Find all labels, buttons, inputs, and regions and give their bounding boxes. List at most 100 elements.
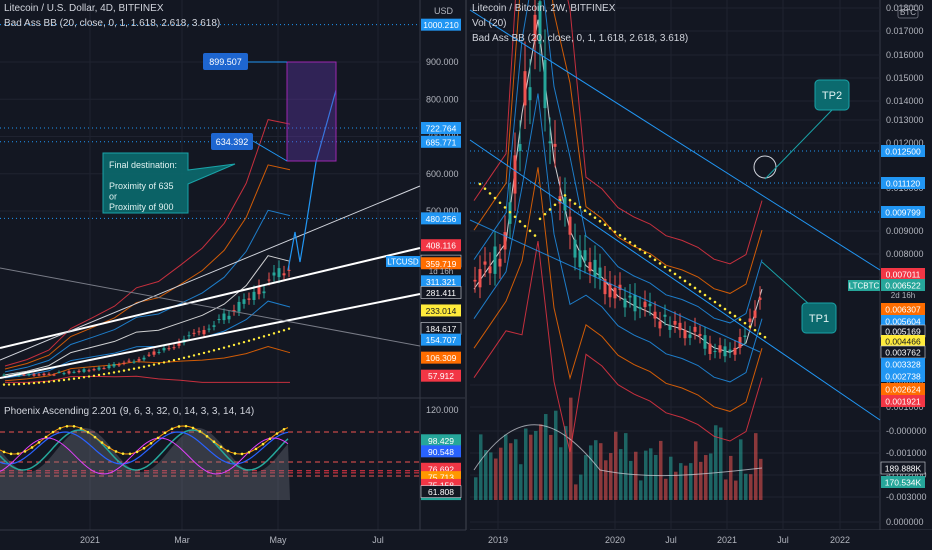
volume-bar — [719, 427, 723, 500]
channel-lower[interactable] — [469, 139, 881, 421]
left-currency-label[interactable]: USD — [434, 6, 454, 16]
right-y-tick: 0.017000 — [886, 26, 924, 36]
right-price-tag[interactable]: 0.001921 — [881, 395, 925, 407]
right-price-tag[interactable]: 0.012500 — [881, 145, 925, 157]
candle — [22, 374, 26, 376]
trend-dot — [22, 382, 26, 386]
right-price-tag[interactable]: 0.003328 — [881, 358, 925, 370]
candle — [513, 155, 517, 194]
candle — [197, 331, 201, 333]
svg-text:1d 16h: 1d 16h — [429, 267, 453, 276]
trend-dot — [628, 240, 632, 244]
volume-bar — [559, 447, 563, 500]
right-price-tag[interactable]: 0.005169 — [880, 324, 926, 338]
volume-bar — [694, 441, 698, 500]
candle — [32, 374, 36, 376]
trendline-descending[interactable] — [0, 267, 421, 347]
volume-bar — [544, 414, 548, 500]
volume-bar — [739, 439, 743, 500]
left-price-tag[interactable]: 408.116 — [421, 239, 461, 252]
trend-dot — [678, 276, 682, 279]
target-zone[interactable] — [286, 61, 337, 162]
volume-tag[interactable]: 189.888K — [880, 461, 926, 475]
right-annotations[interactable]: TP2 TP1 — [753, 79, 850, 334]
trendline-lower[interactable] — [0, 293, 421, 379]
right-price-tag[interactable]: 0.011120 — [881, 177, 925, 189]
final-destination-callout[interactable]: Final destination: Proximity of 635orProx… — [102, 152, 236, 214]
osc-dot — [170, 427, 174, 431]
svg-text:0.006522: 0.006522 — [885, 281, 921, 291]
trend-dot — [693, 286, 697, 290]
left-price-tag[interactable]: 106.309 — [421, 351, 461, 364]
left-indicator-label[interactable]: Bad Ass BB (20, close, 0, 1, 1.618, 2.61… — [4, 18, 221, 29]
time-axes[interactable]: 2021 Mar May Jul 2019 2020 Jul 2021 Jul 2022 — [0, 529, 932, 550]
right-price-tag[interactable]: 0.007011 — [881, 268, 925, 280]
left-x-tick: Jul — [372, 535, 384, 545]
left-price-tag[interactable]: 233.014 — [421, 304, 461, 317]
candle — [718, 345, 722, 353]
channel-upper[interactable] — [469, 9, 881, 271]
right-price-tag[interactable]: 0.009799 — [881, 206, 925, 218]
volume-bar — [654, 454, 658, 500]
right-price-tag[interactable]: 0.004466 — [881, 335, 925, 347]
osc-dot — [177, 425, 181, 428]
osc-tag[interactable]: 98.429 — [421, 434, 461, 447]
oscillator-plot[interactable]: 120.00098.42990.54876.69275.71375.15874.… — [0, 405, 462, 501]
volume-bar — [594, 440, 598, 500]
tp1-label[interactable]: TP1 — [801, 302, 837, 334]
right-price-tag[interactable]: 0.002738 — [881, 370, 925, 382]
right-price-tag[interactable]: 0.003762 — [880, 345, 926, 359]
trend-dot — [7, 383, 11, 386]
volume-indicator-label[interactable]: Vol (20) — [472, 18, 507, 29]
bollinger-band — [4, 119, 291, 367]
osc-tag[interactable]: 61.808 — [420, 485, 462, 498]
left-price-axis[interactable]: 900.000800.000700.000600.000500.000USD10… — [386, 6, 462, 382]
right-price-plot[interactable] — [469, 0, 881, 500]
left-price-plot[interactable] — [0, 89, 421, 386]
volume-bar — [744, 473, 748, 500]
osc-tag[interactable]: 90.548 — [421, 445, 461, 458]
candle — [147, 354, 151, 356]
projection-path[interactable] — [287, 89, 337, 271]
right-symbol-tag[interactable]: LTCBTC 2d 16h — [848, 280, 915, 300]
candle — [548, 141, 552, 144]
left-price-tag[interactable]: 154.707 — [421, 333, 461, 346]
candle — [683, 330, 687, 339]
left-price-tag[interactable]: 1000.210 — [421, 18, 461, 31]
candle — [753, 310, 757, 318]
trend-dot — [52, 379, 56, 383]
trendline-channel[interactable] — [0, 185, 421, 361]
trend-dot — [758, 332, 762, 335]
volume-bar — [634, 451, 638, 500]
right-price-tag[interactable]: 0.006522 — [881, 279, 925, 291]
right-price-tag[interactable]: 0.002624 — [881, 383, 925, 395]
right-price-tag[interactable]: 0.005604 — [881, 315, 925, 327]
left-annotations[interactable]: 899.507 634.392 Final destination: Proximit… — [102, 53, 337, 214]
oscillator-title[interactable]: Phoenix Ascending 2.201 (9, 6, 3, 32, 0,… — [4, 406, 255, 417]
left-price-tag[interactable]: 57.912 — [421, 369, 461, 382]
left-price-tag[interactable]: 722.764 — [421, 122, 461, 135]
right-price-tag[interactable]: 0.006307 — [881, 303, 925, 315]
left-symbol-tag[interactable]: LTCUSD 1d 16h — [386, 256, 453, 276]
left-price-tag[interactable]: 359.719 — [421, 257, 461, 270]
right-price-axis[interactable]: 0.018000 0.017000 0.016000 0.015000 0.014000… — [848, 3, 927, 527]
left-price-tag[interactable]: 311.321 — [421, 275, 461, 288]
trend-dot — [132, 367, 136, 370]
volume-tag[interactable]: 170.534K — [881, 476, 925, 488]
trend-dot — [282, 329, 286, 332]
right-indicator-label[interactable]: Bad Ass BB (20, close, 0, 1, 1.618, 2.61… — [472, 33, 689, 44]
candle — [533, 14, 537, 42]
trend-dot — [488, 192, 492, 195]
trend-dot — [187, 355, 191, 358]
right-currency-label[interactable]: BTC — [897, 5, 919, 19]
left-price-tag[interactable]: 184.617 — [420, 322, 462, 335]
channel-mid[interactable] — [469, 219, 761, 353]
target-high-label[interactable]: 899.507 — [203, 53, 248, 70]
tp2-label[interactable]: TP2 — [814, 79, 850, 111]
left-price-tag[interactable]: 685.771 — [421, 135, 461, 148]
left-price-tag[interactable]: 480.256 — [421, 212, 461, 225]
target-low-label[interactable]: 634.392 — [211, 133, 253, 150]
trend-dot — [503, 206, 507, 209]
left-price-tag[interactable]: 281.411 — [420, 286, 462, 299]
